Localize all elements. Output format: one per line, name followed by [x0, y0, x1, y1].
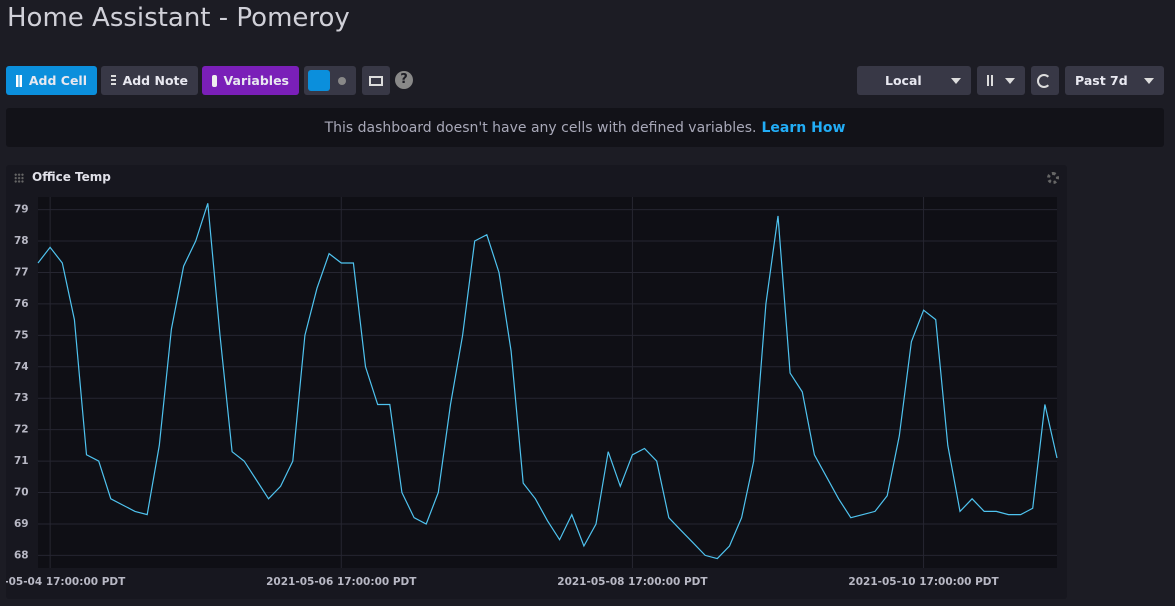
- y-tick-label: 79: [14, 204, 29, 216]
- caret: [1144, 78, 1154, 89]
- cell-settings[interactable]: [1047, 172, 1059, 184]
- y-tick-label: 75: [14, 329, 29, 341]
- caret: [1005, 78, 1015, 89]
- presentation-button[interactable]: [362, 66, 390, 95]
- refresh-button[interactable]: [1031, 66, 1059, 95]
- pause-icon: [987, 75, 993, 86]
- notice-text: This dashboard doesn't have any cells wi…: [324, 119, 757, 136]
- timezone-dropdown[interactable]: Local: [857, 66, 971, 95]
- icon: [16, 74, 22, 87]
- variables-button[interactable]: Variables: [202, 66, 299, 95]
- add-note-button[interactable]: Add Note: [101, 66, 198, 95]
- icon: [111, 74, 116, 87]
- x-tick-label: 2021-05-06 17:00:00 PDT: [266, 576, 417, 588]
- caret: [951, 78, 961, 89]
- icon: [369, 75, 383, 86]
- cell-title: Office Temp: [32, 170, 111, 184]
- variables-notice: This dashboard doesn't have any cells wi…: [6, 108, 1164, 147]
- label: Variables: [223, 73, 289, 88]
- label: Past 7d: [1075, 73, 1128, 88]
- autorefresh-dropdown[interactable]: [977, 66, 1025, 95]
- line-series: [37, 203, 1058, 560]
- help-icon[interactable]: ?: [395, 71, 413, 89]
- drag-handle[interactable]: [14, 173, 24, 183]
- dark-mode: [308, 70, 330, 91]
- y-tick-label: 76: [14, 298, 29, 310]
- y-tick-label: 68: [14, 549, 29, 561]
- y-tick-label: 71: [14, 455, 29, 467]
- y-tick-label: 70: [14, 487, 29, 499]
- x-tick-label: 2021-05-04 17:00:00 PDT: [0, 576, 126, 588]
- x-tick-label: 2021-05-10 17:00:00 PDT: [848, 576, 999, 588]
- plot-area: [38, 197, 1057, 568]
- theme-toggle[interactable]: [304, 66, 356, 95]
- label: Add Cell: [28, 73, 87, 88]
- light-mode: [338, 76, 346, 85]
- y-tick-label: 78: [14, 235, 29, 247]
- add-cell-button[interactable]: Add Cell: [6, 66, 97, 95]
- y-tick-label: 73: [14, 392, 29, 404]
- icon: [212, 74, 217, 87]
- y-tick-label: 77: [14, 266, 29, 278]
- dashboard-title: Home Assistant - Pomeroy: [7, 3, 350, 33]
- label: Local: [885, 73, 922, 88]
- y-tick-label: 74: [14, 361, 29, 373]
- y-tick-label: 72: [14, 424, 29, 436]
- learn-how-link[interactable]: Learn How: [761, 119, 846, 136]
- y-tick-label: 69: [14, 518, 29, 530]
- label: Add Note: [122, 73, 188, 88]
- icon: [1037, 73, 1051, 88]
- range-dropdown[interactable]: Past 7d: [1065, 66, 1164, 95]
- x-tick-label: 2021-05-08 17:00:00 PDT: [557, 576, 708, 588]
